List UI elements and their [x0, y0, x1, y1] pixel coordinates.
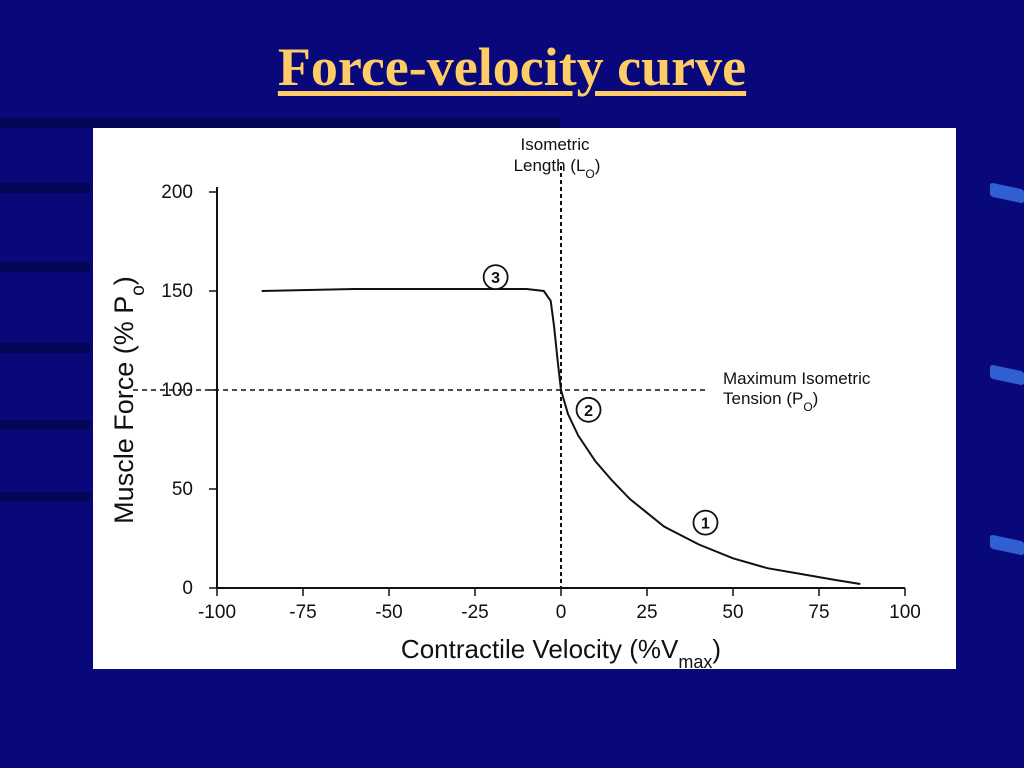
background-stripe: [0, 492, 90, 502]
slide-title: Force-velocity curve: [277, 37, 747, 97]
max-isometric-tension-label: Tension (PO): [723, 389, 818, 414]
y-tick-label: 0: [182, 578, 193, 599]
max-isometric-tension-label: Maximum Isometric: [723, 369, 871, 388]
region-marker-1: 1: [692, 509, 719, 536]
region-marker-2: 2: [575, 396, 602, 423]
background-stripe: [0, 420, 90, 430]
region-marker-circle: [575, 396, 602, 423]
background-stripe: [0, 118, 560, 128]
x-tick-label: 0: [556, 602, 567, 623]
side-accent: [990, 182, 1024, 204]
x-tick-label: 100: [889, 602, 921, 623]
x-tick-label: 75: [808, 602, 829, 623]
y-tick-label: 200: [161, 182, 193, 203]
background-stripe: [0, 343, 90, 353]
region-marker-label: 1: [701, 516, 710, 533]
side-accent: [990, 364, 1024, 386]
side-accent: [990, 534, 1024, 556]
region-marker-circle: [692, 509, 719, 536]
x-tick-label: -75: [289, 602, 316, 623]
background-stripe: [0, 183, 90, 193]
region-marker-label: 3: [491, 270, 500, 287]
region-marker-label: 2: [584, 403, 593, 420]
isometric-length-label: Length (LO): [514, 156, 601, 181]
x-tick-label: -25: [461, 602, 488, 623]
chart-figure: -100 -75 -50 -25 0 25 50 75 100 0 50 100 150 200 Contr…: [93, 128, 956, 669]
force-velocity-curve: [261, 288, 861, 585]
x-axis-label: Contractile Velocity (%Vmax): [401, 634, 721, 669]
y-tick-label: 150: [161, 281, 193, 302]
isometric-length-label: Isometric: [521, 135, 590, 154]
x-tick-label: 50: [722, 602, 743, 623]
x-tick-label: 25: [636, 602, 657, 623]
y-tick-label: 100: [161, 380, 193, 401]
x-tick-label: -100: [198, 602, 236, 623]
force-velocity-chart: -100 -75 -50 -25 0 25 50 75 100 0 50 100 150 200 Contr…: [109, 135, 921, 669]
region-marker-circle: [482, 264, 509, 291]
background-stripe: [0, 262, 90, 272]
y-axis-label: Muscle Force (% Po): [109, 276, 149, 524]
y-tick-label: 50: [172, 479, 193, 500]
x-tick-label: -50: [375, 602, 402, 623]
region-marker-3: 3: [482, 264, 509, 291]
